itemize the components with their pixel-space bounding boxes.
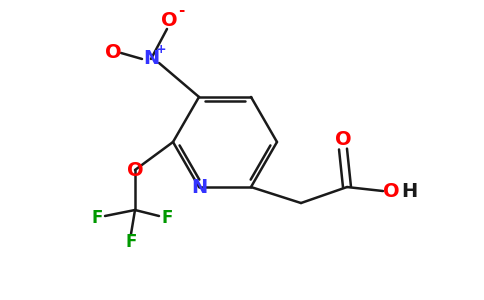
Text: O: O	[161, 11, 177, 31]
Text: +: +	[156, 44, 166, 56]
Text: O: O	[105, 44, 121, 62]
Text: O: O	[335, 130, 351, 148]
Text: N: N	[191, 178, 207, 196]
Text: O: O	[127, 160, 143, 179]
Text: H: H	[401, 182, 417, 200]
Text: N: N	[143, 50, 159, 68]
Text: -: -	[178, 4, 184, 19]
Text: F: F	[161, 209, 173, 227]
Text: F: F	[91, 209, 103, 227]
Text: F: F	[125, 233, 136, 251]
Text: O: O	[383, 182, 399, 200]
